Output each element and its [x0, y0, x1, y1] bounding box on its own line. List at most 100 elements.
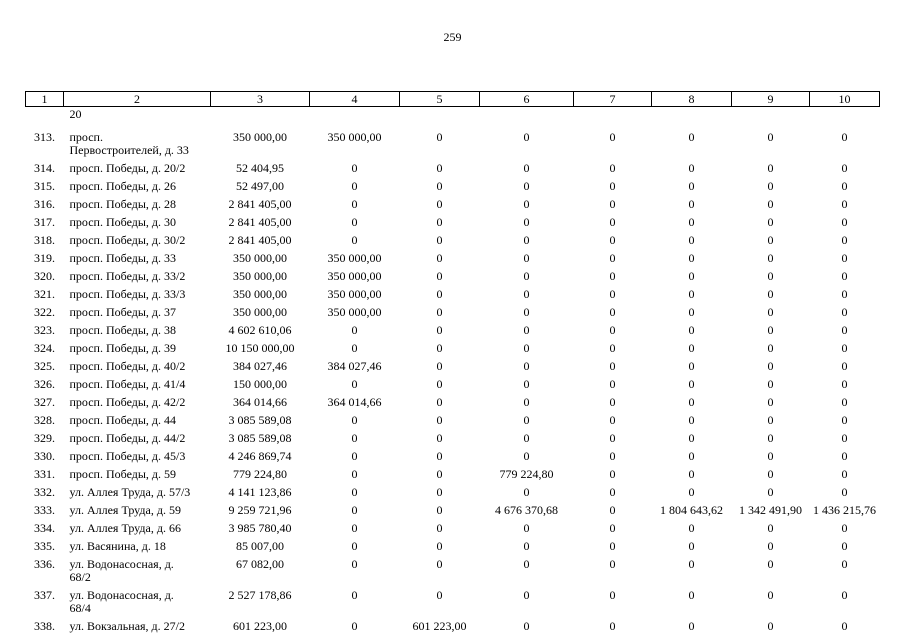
- row-value: 0: [841, 323, 848, 337]
- row-value: 0: [609, 161, 616, 175]
- row-value: 0: [609, 395, 616, 409]
- row-value: 0: [351, 215, 358, 229]
- row-value: 0: [436, 197, 443, 211]
- row-value: 0: [609, 215, 616, 229]
- table-row: 330. просп. Победы, д. 45/3 4 246 869,74 0 0…: [26, 445, 880, 463]
- row-value: 0: [436, 287, 443, 301]
- row-value: 0: [523, 287, 530, 301]
- row-value: 0: [688, 161, 695, 175]
- row-address: просп. Победы, д. 44: [69, 413, 177, 427]
- row-value: 4 246 869,74: [228, 449, 292, 463]
- row-value: 0: [688, 130, 695, 144]
- row-value: 0: [523, 449, 530, 463]
- row-value: 0: [436, 377, 443, 391]
- table-row: 329. просп. Победы, д. 44/2 3 085 589,08 0 0…: [26, 427, 880, 445]
- row-value: 0: [609, 431, 616, 445]
- row-value: 0: [523, 521, 530, 535]
- row-value: 0: [767, 467, 774, 481]
- row-value: 0: [523, 431, 530, 445]
- row-value: 0: [767, 161, 774, 175]
- row-value: 0: [523, 233, 530, 247]
- row-value: 2 527 178,86: [228, 588, 292, 602]
- row-number: 330.: [34, 449, 55, 463]
- row-address: ул. Водонасосная, д. 68/2: [69, 557, 174, 584]
- row-value: 0: [609, 341, 616, 355]
- row-value: 0: [609, 359, 616, 373]
- row-value: 0: [436, 503, 443, 517]
- row-value: 0: [767, 395, 774, 409]
- row-value: 0: [436, 233, 443, 247]
- row-value: 0: [436, 467, 443, 481]
- row-value: 0: [841, 413, 848, 427]
- row-number: 315.: [34, 179, 55, 193]
- row-value: 0: [688, 341, 695, 355]
- row-number: 327.: [34, 395, 55, 409]
- table-header-row: 1 2 3 4 5 6 7 8 9 10: [25, 91, 880, 107]
- row-value: 0: [688, 323, 695, 337]
- table-row: 338. ул. Вокзальная, д. 27/2 601 223,00 0 60…: [26, 615, 880, 633]
- row-value: 350 000,00: [233, 269, 287, 283]
- row-value: 0: [767, 269, 774, 283]
- row-value: 0: [841, 377, 848, 391]
- row-value: 0: [841, 161, 848, 175]
- row-value: 0: [688, 359, 695, 373]
- row-address: просп. Победы, д. 42/2: [69, 395, 186, 409]
- row-address: просп. Победы, д. 20/2: [69, 161, 186, 175]
- row-value: 0: [609, 287, 616, 301]
- row-value: 0: [841, 269, 848, 283]
- row-address: просп. Победы, д. 33/2: [69, 269, 186, 283]
- row-value: 0: [523, 269, 530, 283]
- row-value: 0: [436, 485, 443, 499]
- table-row: 314. просп. Победы, д. 20/2 52 404,95 0 0 0 0 0…: [26, 157, 880, 175]
- row-number: 313.: [34, 130, 55, 144]
- row-number: 322.: [34, 305, 55, 319]
- row-value: 0: [351, 503, 358, 517]
- row-value: 0: [841, 521, 848, 535]
- row-value: 0: [767, 449, 774, 463]
- row-value: 0: [351, 197, 358, 211]
- row-value: 2 841 405,00: [228, 197, 292, 211]
- header-cell-2: 2: [63, 91, 211, 107]
- row-value: 0: [523, 251, 530, 265]
- row-value: 0: [767, 377, 774, 391]
- row-value: 0: [688, 395, 695, 409]
- table-row: 313. просп. Первостроителей, д. 33 350 000…: [26, 126, 880, 157]
- row-value: 0: [688, 431, 695, 445]
- row-value: 0: [436, 269, 443, 283]
- row-number: 334.: [34, 521, 55, 535]
- row-value: 1 804 643,62: [660, 503, 723, 517]
- header-cell-7: 7: [573, 91, 652, 107]
- header-cell-5: 5: [399, 91, 480, 107]
- table-row: 327. просп. Победы, д. 42/2 364 014,66 364 …: [26, 391, 880, 409]
- row-value: 779 224,80: [233, 467, 287, 481]
- row-address: ул. Аллея Труда, д. 59: [69, 503, 181, 517]
- row-value: 0: [841, 215, 848, 229]
- header-cell-9: 9: [731, 91, 810, 107]
- row-address: ул. Аллея Труда, д. 57/3: [69, 485, 191, 499]
- row-value: 52 404,95: [236, 161, 284, 175]
- row-value: 0: [841, 619, 848, 633]
- row-value: 0: [609, 377, 616, 391]
- row-value: 0: [609, 467, 616, 481]
- row-value: 0: [609, 251, 616, 265]
- row-value: 0: [523, 377, 530, 391]
- row-value: 350 000,00: [327, 130, 382, 144]
- header-cell-10: 10: [809, 91, 880, 107]
- row-value: 0: [523, 485, 530, 499]
- row-value: 0: [351, 539, 358, 553]
- row-value: 0: [436, 359, 443, 373]
- row-value: 0: [688, 539, 695, 553]
- row-value: 4 602 610,06: [228, 323, 292, 337]
- row-value: 0: [767, 359, 774, 373]
- row-value: 0: [436, 305, 443, 319]
- row-address: просп. Победы, д. 41/4: [69, 377, 186, 391]
- table-row: 318. просп. Победы, д. 30/2 2 841 405,00 0 0…: [26, 229, 880, 247]
- row-value: 0: [609, 619, 616, 633]
- table-row: 326. просп. Победы, д. 41/4 150 000,00 0 0 0 0…: [26, 373, 880, 391]
- row-number: 331.: [34, 467, 55, 481]
- row-value: 9 259 721,96: [228, 503, 292, 517]
- table-row: 331. просп. Победы, д. 59 779 224,80 0 0 779 …: [26, 463, 880, 481]
- row-value: 0: [351, 233, 358, 247]
- row-value: 0: [436, 431, 443, 445]
- row-value: 0: [767, 305, 774, 319]
